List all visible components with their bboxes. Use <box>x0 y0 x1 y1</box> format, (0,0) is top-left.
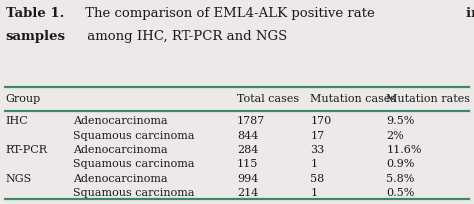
Text: 1: 1 <box>310 159 318 169</box>
Text: IHC: IHC <box>6 116 28 126</box>
Text: among IHC, RT-PCR and NGS: among IHC, RT-PCR and NGS <box>83 30 287 43</box>
Text: 0.5%: 0.5% <box>386 188 415 198</box>
Text: Squamous carcinoma: Squamous carcinoma <box>73 131 195 141</box>
Text: Adenocarcinoma: Adenocarcinoma <box>73 145 168 155</box>
Text: Mutation rates: Mutation rates <box>386 94 470 104</box>
Text: samples: samples <box>6 30 66 43</box>
Text: Total cases: Total cases <box>237 94 299 104</box>
Text: Squamous carcinoma: Squamous carcinoma <box>73 159 195 169</box>
Text: Group: Group <box>6 94 41 104</box>
Text: 58: 58 <box>310 173 325 184</box>
Text: 33: 33 <box>310 145 325 155</box>
Text: 9.5%: 9.5% <box>386 116 415 126</box>
Text: Adenocarcinoma: Adenocarcinoma <box>73 116 168 126</box>
Text: 17: 17 <box>310 131 325 141</box>
Text: 11.6%: 11.6% <box>386 145 422 155</box>
Text: 214: 214 <box>237 188 258 198</box>
Text: 2%: 2% <box>386 131 404 141</box>
Text: The comparison of EML4-ALK positive rate: The comparison of EML4-ALK positive rate <box>81 7 379 20</box>
Text: Adenocarcinoma: Adenocarcinoma <box>73 173 168 184</box>
Text: Mutation cases: Mutation cases <box>310 94 397 104</box>
Text: 5.8%: 5.8% <box>386 173 415 184</box>
Text: 115: 115 <box>237 159 258 169</box>
Text: in tissue: in tissue <box>465 7 474 20</box>
Text: 0.9%: 0.9% <box>386 159 415 169</box>
Text: 994: 994 <box>237 173 258 184</box>
Text: 170: 170 <box>310 116 332 126</box>
Text: 844: 844 <box>237 131 258 141</box>
Text: 1787: 1787 <box>237 116 265 126</box>
Text: NGS: NGS <box>6 173 32 184</box>
Text: Table 1.: Table 1. <box>6 7 64 20</box>
Text: Squamous carcinoma: Squamous carcinoma <box>73 188 195 198</box>
Text: RT-PCR: RT-PCR <box>6 145 48 155</box>
Text: 284: 284 <box>237 145 258 155</box>
Text: 1: 1 <box>310 188 318 198</box>
